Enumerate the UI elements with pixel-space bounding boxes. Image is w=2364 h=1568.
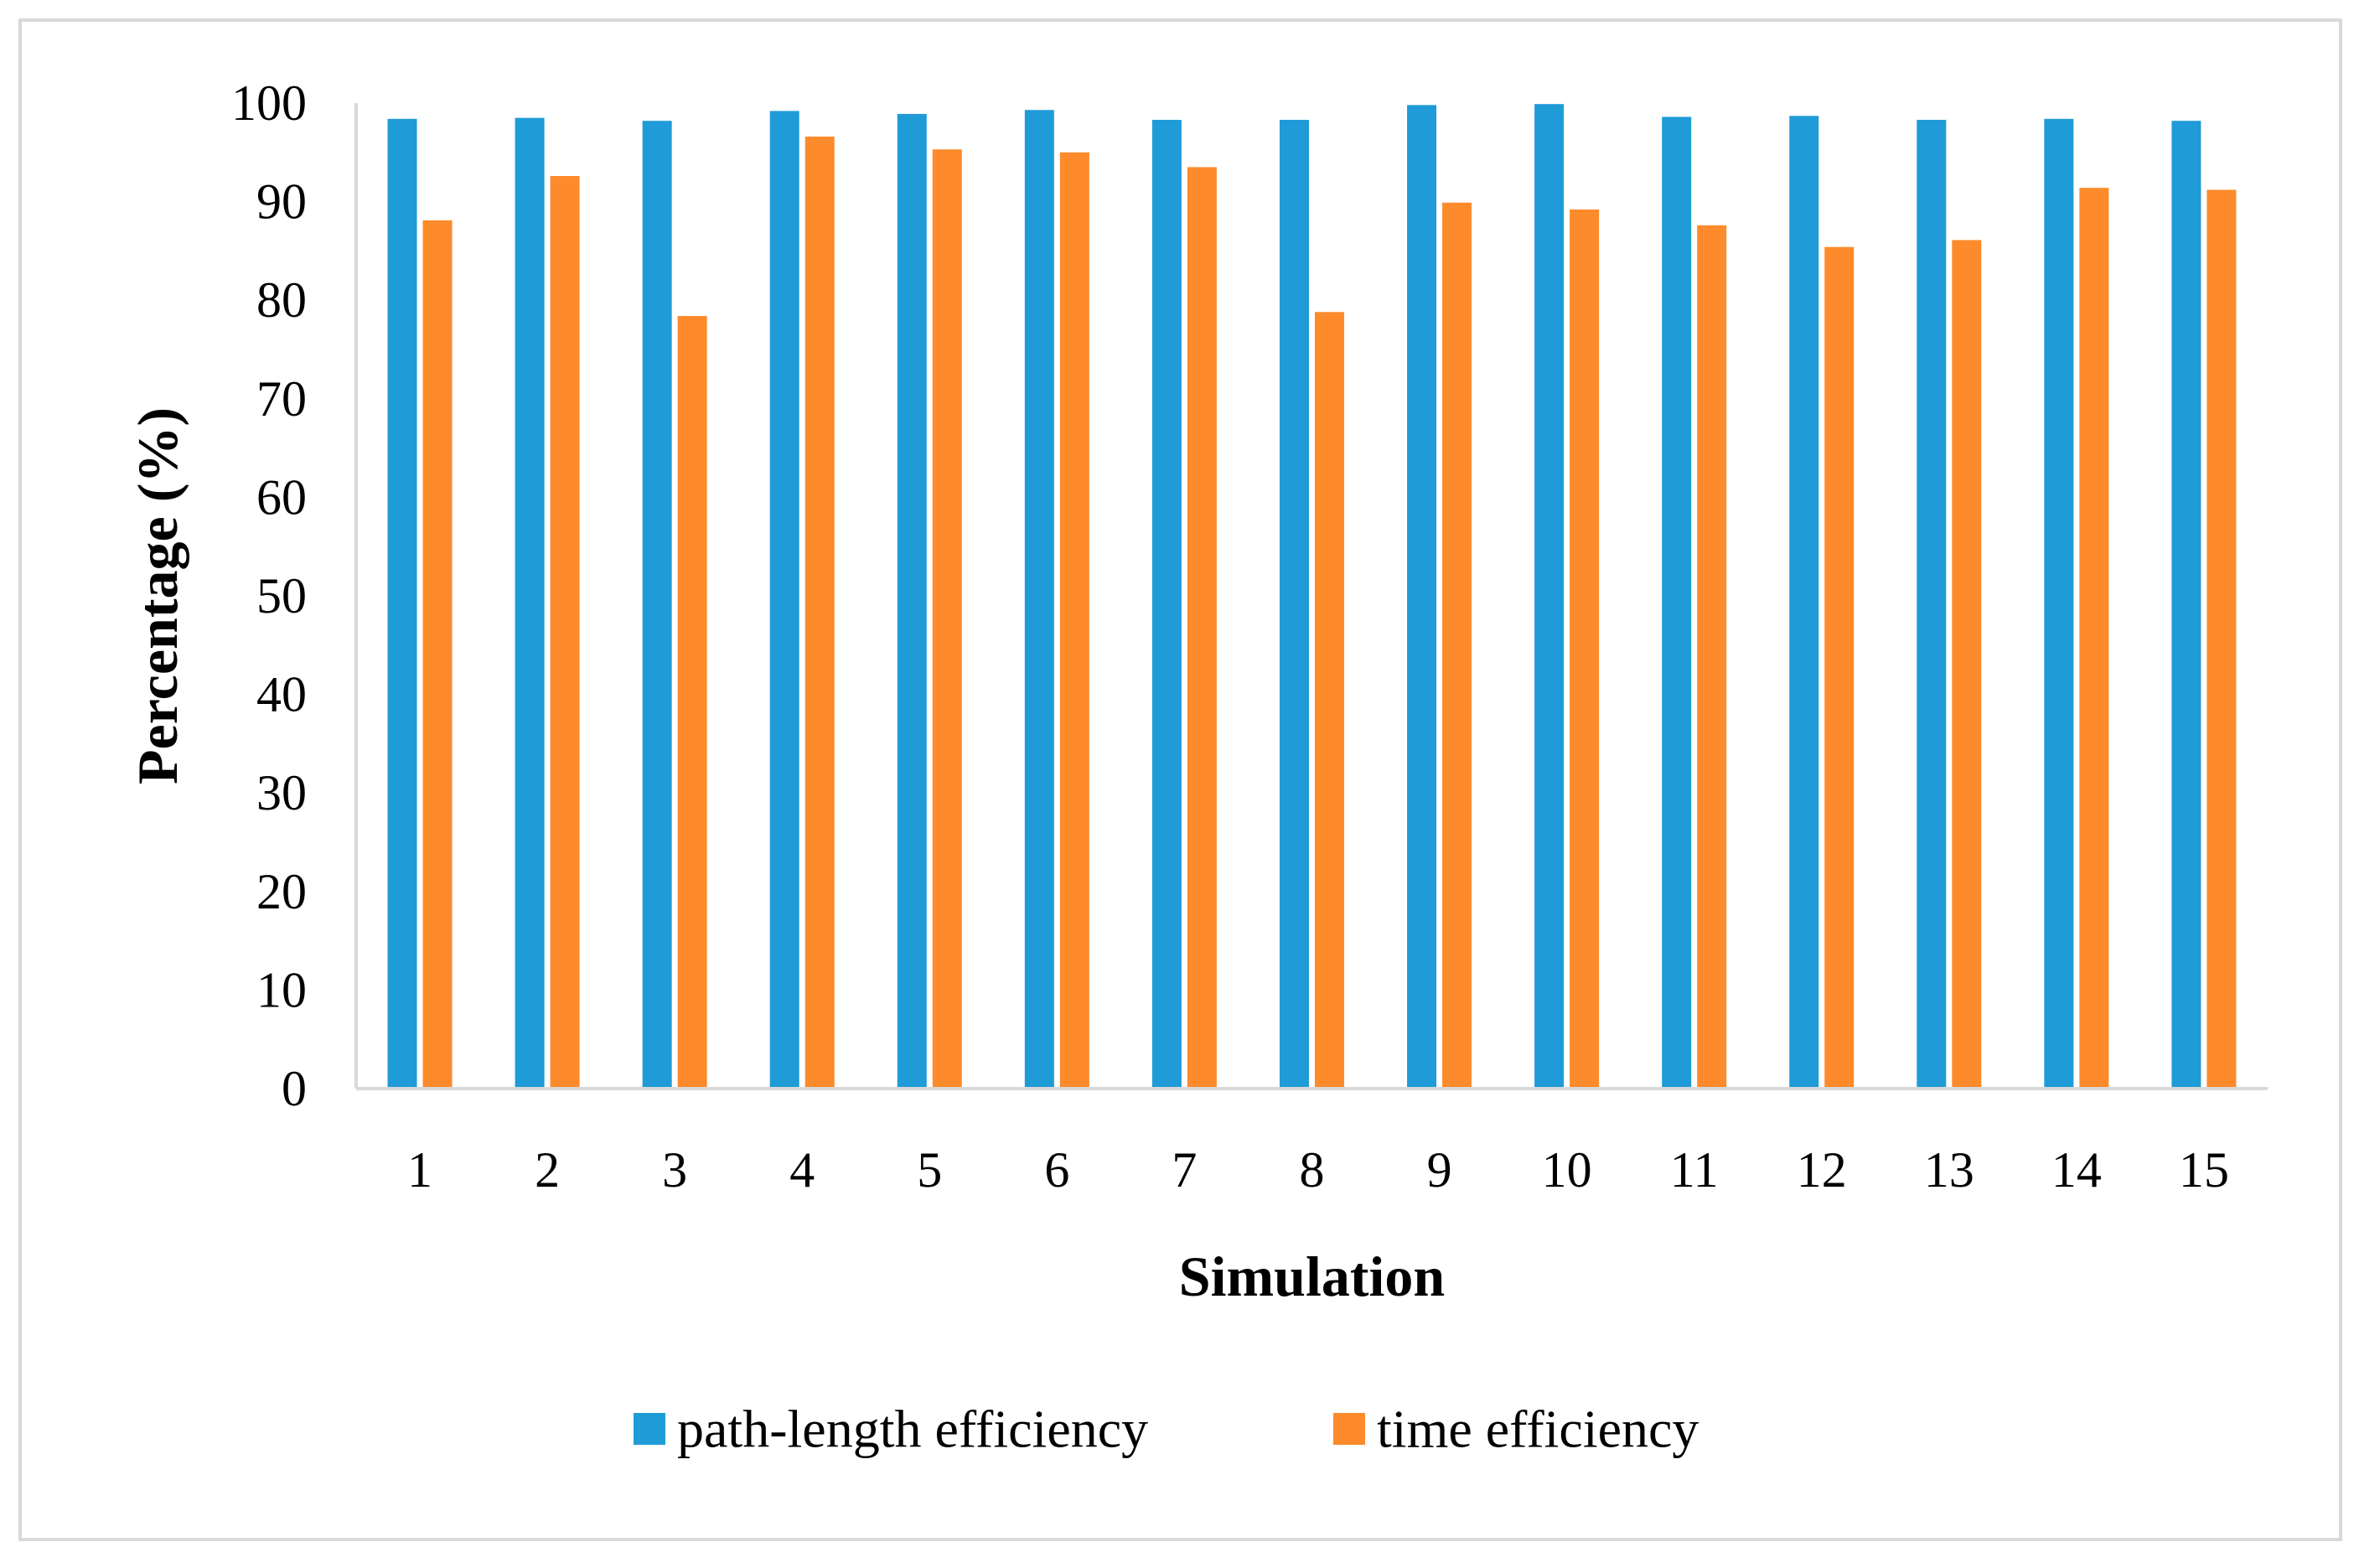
y-axis-ticks: 0 10 20 30 40 50 60 70 80 90 100 xyxy=(231,75,307,1116)
y-axis-title: Percentage (%) xyxy=(126,407,189,784)
bar-time-efficiency xyxy=(1315,312,1344,1089)
bar-path-length-efficiency xyxy=(1662,116,1692,1089)
bar-path-length-efficiency xyxy=(642,121,672,1089)
legend-label: path-length efficiency xyxy=(677,1400,1148,1459)
bar-path-length-efficiency xyxy=(1534,104,1565,1089)
bar-time-efficiency xyxy=(1952,240,1982,1089)
x-axis-title: Simulation xyxy=(1179,1245,1445,1308)
x-tick-label: 10 xyxy=(1542,1142,1592,1198)
legend: path-length efficiency time efficiency xyxy=(634,1400,1699,1459)
chart-frame: 0 10 20 30 40 50 60 70 80 90 100 1 2 3 4 5 6 7 8 9 10 11 12 13… xyxy=(18,18,2342,1541)
legend-swatch xyxy=(634,1413,665,1445)
bar-time-efficiency xyxy=(1442,202,1472,1089)
bar-path-length-efficiency xyxy=(1151,119,1182,1089)
x-tick-label: 5 xyxy=(917,1142,942,1198)
bar-time-efficiency xyxy=(1059,152,1089,1089)
x-tick-label: 11 xyxy=(1670,1142,1719,1198)
bar-path-length-efficiency xyxy=(2044,118,2074,1089)
x-tick-label: 14 xyxy=(2051,1142,2102,1198)
bar-time-efficiency xyxy=(1697,225,1727,1089)
bar-path-length-efficiency xyxy=(1024,110,1054,1089)
bar-time-efficiency xyxy=(804,136,835,1089)
bar-time-efficiency xyxy=(1824,246,1854,1089)
bar-path-length-efficiency xyxy=(515,117,545,1089)
x-tick-label: 12 xyxy=(1797,1142,1847,1198)
y-tick-label: 10 xyxy=(256,962,307,1017)
x-tick-label: 6 xyxy=(1044,1142,1069,1198)
x-tick-label: 13 xyxy=(1924,1142,1974,1198)
bar-path-length-efficiency xyxy=(897,113,927,1089)
y-tick-label: 90 xyxy=(256,174,307,230)
y-tick-label: 50 xyxy=(256,568,307,624)
legend-swatch xyxy=(1333,1413,1365,1445)
x-tick-label: 7 xyxy=(1172,1142,1197,1198)
x-tick-label: 1 xyxy=(407,1142,432,1198)
bar-time-efficiency xyxy=(1187,167,1217,1089)
bar-path-length-efficiency xyxy=(1407,105,1437,1089)
y-tick-label: 0 xyxy=(282,1061,307,1116)
bar-path-length-efficiency xyxy=(1789,116,1819,1089)
x-tick-label: 3 xyxy=(662,1142,687,1198)
bar-time-efficiency xyxy=(550,176,580,1089)
y-tick-label: 100 xyxy=(231,75,307,131)
bar-time-efficiency xyxy=(1570,210,1600,1089)
x-tick-label: 9 xyxy=(1427,1142,1452,1198)
x-tick-label: 2 xyxy=(535,1142,560,1198)
bar-path-length-efficiency xyxy=(769,111,799,1089)
bar-time-efficiency xyxy=(2079,188,2109,1089)
y-tick-label: 80 xyxy=(256,272,307,328)
bar-path-length-efficiency xyxy=(387,118,417,1089)
x-tick-label: 15 xyxy=(2179,1142,2229,1198)
bar-time-efficiency xyxy=(422,220,453,1089)
bar-path-length-efficiency xyxy=(1280,119,1309,1089)
y-tick-label: 30 xyxy=(256,765,307,820)
y-tick-label: 60 xyxy=(256,469,307,525)
y-tick-label: 40 xyxy=(256,667,307,722)
bar-time-efficiency xyxy=(677,316,707,1089)
bar-path-length-efficiency xyxy=(1917,119,1947,1089)
x-axis-ticks: 1 2 3 4 5 6 7 8 9 10 11 12 13 14 15 xyxy=(407,1142,2229,1198)
y-tick-label: 70 xyxy=(256,371,307,427)
x-tick-label: 4 xyxy=(789,1142,815,1198)
bar-path-length-efficiency xyxy=(2171,121,2201,1089)
x-tick-label: 8 xyxy=(1300,1142,1325,1198)
legend-label: time efficiency xyxy=(1377,1400,1699,1459)
bar-time-efficiency xyxy=(2206,189,2237,1089)
bars xyxy=(387,104,2237,1089)
bar-time-efficiency xyxy=(932,149,962,1089)
y-tick-label: 20 xyxy=(256,864,307,919)
